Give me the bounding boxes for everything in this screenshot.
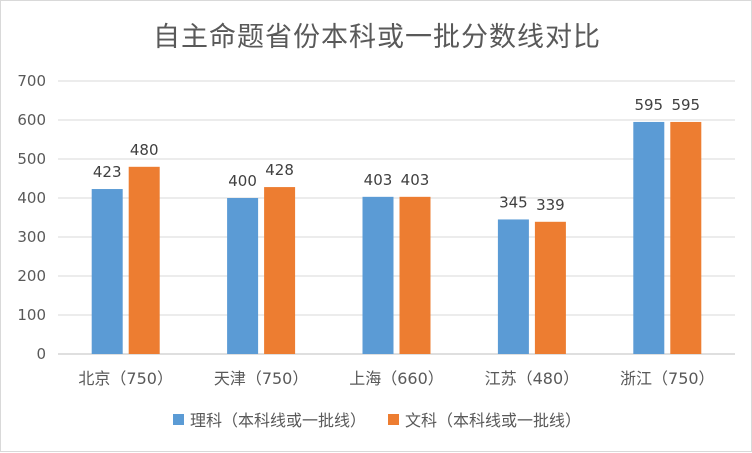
bar — [670, 121, 702, 354]
bar — [128, 166, 160, 354]
y-tick-label: 400 — [17, 189, 46, 207]
y-tick-label: 200 — [17, 267, 46, 285]
data-label: 595 — [634, 96, 663, 114]
y-tick-label: 700 — [17, 72, 46, 90]
x-tick-label: 浙江（750） — [620, 369, 715, 388]
legend: 理科（本科线或一批线） 文科（本科线或一批线） — [1, 407, 752, 431]
legend-label-series-1: 理科（本科线或一批线） — [189, 411, 366, 430]
y-tick-label: 100 — [17, 306, 46, 324]
bar — [497, 219, 529, 354]
data-label: 423 — [93, 163, 122, 181]
data-label: 403 — [401, 171, 430, 189]
data-label: 345 — [499, 193, 528, 211]
legend-item-series-1: 理科（本科线或一批线） — [172, 407, 366, 431]
y-tick-label: 600 — [17, 111, 46, 129]
data-label: 428 — [265, 161, 294, 179]
data-label: 400 — [228, 172, 257, 190]
y-tick-label: 300 — [17, 228, 46, 246]
bar — [362, 196, 394, 354]
bar — [534, 221, 566, 354]
bar — [399, 196, 431, 354]
data-label: 339 — [536, 196, 565, 214]
bar — [264, 187, 296, 354]
legend-swatch-series-2 — [388, 413, 399, 425]
chart-title: 自主命题省份本科或一批分数线对比 — [153, 22, 601, 53]
data-label: 480 — [130, 141, 159, 159]
y-tick-label: 0 — [36, 345, 46, 363]
x-tick-label: 江苏（480） — [485, 369, 580, 388]
legend-item-series-2: 文科（本科线或一批线） — [388, 407, 581, 431]
x-tick-label: 上海（660） — [349, 369, 444, 388]
legend-swatch-series-1 — [172, 413, 184, 425]
x-tick-label: 天津（750） — [214, 369, 309, 388]
data-label: 595 — [671, 96, 700, 114]
x-tick-label: 北京（750） — [78, 369, 173, 388]
bar — [633, 121, 665, 354]
legend-label-series-2: 文科（本科线或一批线） — [405, 411, 582, 430]
y-tick-label: 500 — [17, 150, 46, 168]
data-label: 403 — [364, 171, 393, 189]
bar — [91, 189, 123, 354]
bar — [227, 198, 259, 354]
